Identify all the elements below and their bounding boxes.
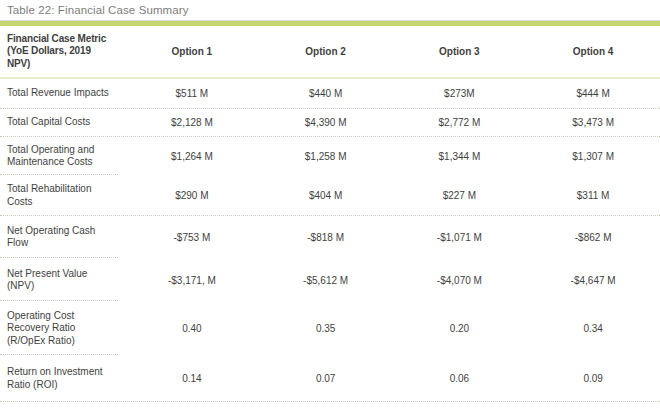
value-cell: $290 M [125,190,259,201]
value-cell: $404 M [259,190,393,201]
value-cell: 0.06 [393,373,527,384]
value-cell: 0.35 [259,323,393,334]
metric-cell: Net Present Value (NPV) [0,268,125,293]
value-cell: $3,473 M [526,117,660,128]
value-cell: $227 M [393,190,527,201]
table-row-return-on-investment-ratio: Return on Investment Ratio (ROI) 0.14 0.… [0,356,660,402]
document-page: Table 22: Financial Case Summary Financi… [0,0,660,410]
metric-cell: Net Operating Cash Flow [0,225,125,250]
value-cell: $1,264 M [125,151,259,162]
value-cell: 0.07 [259,373,393,384]
value-cell: -$753 M [125,232,259,243]
value-cell: $1,344 M [393,151,527,162]
table-caption: Table 22: Financial Case Summary [0,0,660,17]
metric-cell: Operating Cost Recovery Ratio (R/OpEx Ra… [0,310,125,348]
value-cell: 0.20 [393,323,527,334]
table-header-row: Financial Case Metric (YoE Dollars, 2019… [0,26,660,77]
value-cell: $2,772 M [393,117,527,128]
value-cell: 0.34 [526,323,660,334]
header-option-3-cell: Option 3 [393,46,527,57]
value-cell: $273M [393,88,527,99]
header-metric-cell: Financial Case Metric (YoE Dollars, 2019… [0,33,125,71]
table-row-net-operating-cash-flow: Net Operating Cash Flow -$753 M -$818 M … [0,216,660,259]
metric-cell: Return on Investment Ratio (ROI) [0,366,125,391]
value-cell: $444 M [526,88,660,99]
table-row-total-operating-maintenance-costs: Total Operating and Maintenance Costs $1… [0,137,660,176]
value-cell: $2,128 M [125,117,259,128]
value-cell: -$3,171, M [125,275,259,286]
value-cell: $4,390 M [259,117,393,128]
metric-cell: Total Rehabilitation Costs [0,183,125,208]
value-cell: -$862 M [526,232,660,243]
table-row-net-present-value: Net Present Value (NPV) -$3,171, M -$5,6… [0,259,660,302]
value-cell: $1,258 M [259,151,393,162]
value-cell: $1,307 M [526,151,660,162]
table-row-total-revenue-impacts: Total Revenue Impacts $511 M $440 M $273… [0,79,660,109]
value-cell: 0.40 [125,323,259,334]
value-cell: -$4,647 M [526,275,660,286]
value-cell: -$4,070 M [393,275,527,286]
value-cell: $311 M [526,190,660,201]
value-cell: -$818 M [259,232,393,243]
value-cell: $440 M [259,88,393,99]
table-row-operating-cost-recovery-ratio: Operating Cost Recovery Ratio (R/OpEx Ra… [0,302,660,356]
header-option-1-cell: Option 1 [125,46,259,57]
value-cell: 0.09 [526,373,660,384]
value-cell: $511 M [125,88,259,99]
value-cell: -$5,612 M [259,275,393,286]
metric-cell: Total Revenue Impacts [0,87,125,100]
table-row-total-rehabilitation-costs: Total Rehabilitation Costs $290 M $404 M… [0,176,660,216]
metric-cell: Total Operating and Maintenance Costs [0,144,125,169]
metric-cell: Total Capital Costs [0,116,125,129]
header-option-2-cell: Option 2 [259,46,393,57]
table-row-total-capital-costs: Total Capital Costs $2,128 M $4,390 M $2… [0,109,660,137]
header-option-4-cell: Option 4 [526,46,660,57]
value-cell: -$1,071 M [393,232,527,243]
value-cell: 0.14 [125,373,259,384]
